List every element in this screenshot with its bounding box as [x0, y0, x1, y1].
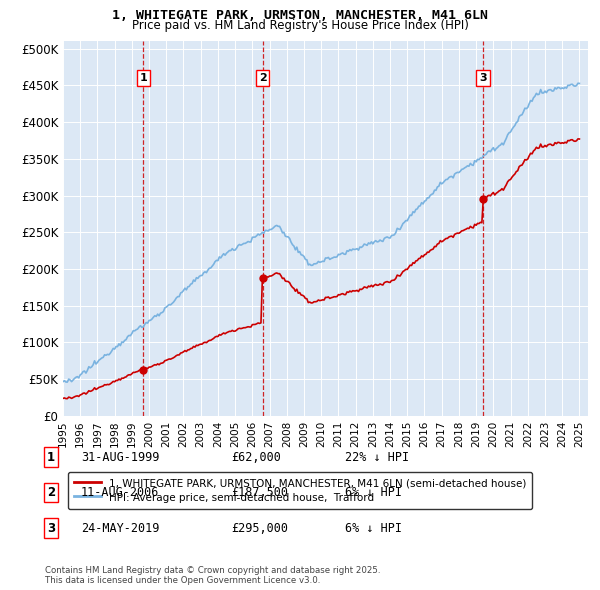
Text: 11-AUG-2006: 11-AUG-2006 [81, 486, 160, 499]
Text: Contains HM Land Registry data © Crown copyright and database right 2025.
This d: Contains HM Land Registry data © Crown c… [45, 566, 380, 585]
Text: 1: 1 [47, 451, 55, 464]
Text: 31-AUG-1999: 31-AUG-1999 [81, 451, 160, 464]
Legend: 1, WHITEGATE PARK, URMSTON, MANCHESTER, M41 6LN (semi-detached house), HPI: Aver: 1, WHITEGATE PARK, URMSTON, MANCHESTER, … [68, 472, 532, 509]
Text: 6% ↓ HPI: 6% ↓ HPI [345, 486, 402, 499]
Text: 3: 3 [47, 522, 55, 535]
Text: 1: 1 [139, 73, 147, 83]
Text: 24-MAY-2019: 24-MAY-2019 [81, 522, 160, 535]
Text: 3: 3 [479, 73, 487, 83]
Text: 22% ↓ HPI: 22% ↓ HPI [345, 451, 409, 464]
Text: £62,000: £62,000 [231, 451, 281, 464]
Text: £187,500: £187,500 [231, 486, 288, 499]
Text: Price paid vs. HM Land Registry's House Price Index (HPI): Price paid vs. HM Land Registry's House … [131, 19, 469, 32]
Text: £295,000: £295,000 [231, 522, 288, 535]
Text: 2: 2 [259, 73, 266, 83]
Text: 1, WHITEGATE PARK, URMSTON, MANCHESTER, M41 6LN: 1, WHITEGATE PARK, URMSTON, MANCHESTER, … [112, 9, 488, 22]
Text: 6% ↓ HPI: 6% ↓ HPI [345, 522, 402, 535]
Text: 2: 2 [47, 486, 55, 499]
